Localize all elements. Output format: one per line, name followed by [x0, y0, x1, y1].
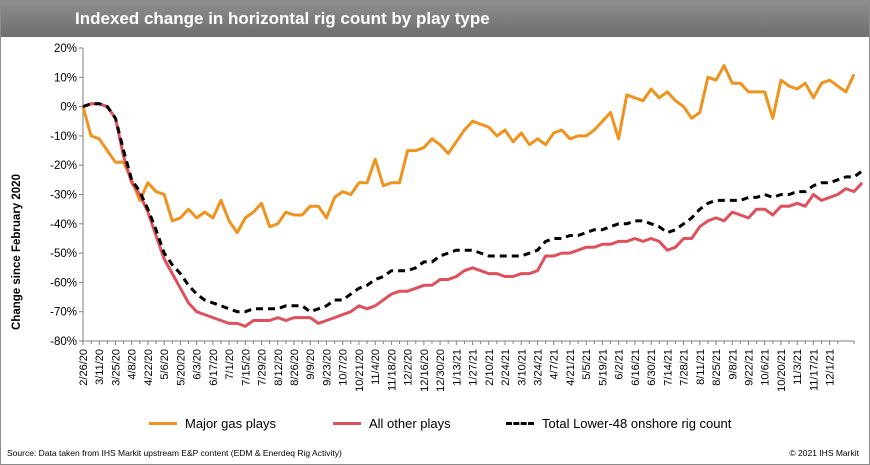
series-line-major-gas [81, 64, 856, 235]
y-tick-label: 10% [54, 72, 77, 84]
x-tick-label: 6/3/20 [192, 349, 204, 380]
x-tick-label: 6/17/20 [208, 349, 220, 386]
y-tick-label: 20% [54, 43, 77, 55]
x-tick-label: 4/7/21 [549, 349, 561, 380]
x-tick-label: 7/14/21 [662, 349, 674, 386]
legend-item-total: Total Lower-48 onshore rig count [506, 416, 731, 431]
x-tick-label: 10/6/21 [760, 349, 772, 386]
x-tick-label: 3/25/20 [110, 349, 122, 386]
y-tick-label: -40% [50, 219, 77, 231]
x-tick-label: 11/17/21 [808, 349, 820, 391]
x-tick-label: 5/5/21 [581, 349, 593, 380]
x-tick-label: 3/11/20 [94, 349, 106, 385]
series-line-all-other [82, 102, 864, 328]
legend-item-all-other: All other plays [333, 416, 451, 431]
copyright-note: © 2021 IHS Markit [789, 448, 859, 458]
x-tick-label: 2/26/20 [78, 349, 90, 386]
x-tick-label: 9/8/21 [727, 349, 739, 380]
x-tick-label: 12/2/20 [403, 349, 415, 386]
x-tick-label: 6/30/21 [646, 349, 658, 386]
legend-label-total: Total Lower-48 onshore rig count [542, 416, 732, 431]
x-tick-label: 11/4/20 [370, 349, 382, 385]
x-tick-label: 4/22/20 [143, 349, 155, 386]
x-tick-label: 3/10/21 [516, 349, 528, 386]
legend-swatch-all-other [333, 422, 361, 425]
x-tick-label: 5/19/21 [597, 349, 609, 386]
x-tick-label: 12/30/20 [435, 349, 447, 392]
x-tick-label: 9/23/20 [321, 349, 333, 386]
x-tick-label: 5/6/20 [159, 349, 171, 380]
chart-title: Indexed change in horizontal rig count b… [75, 9, 490, 28]
x-tick-label: 10/21/20 [354, 349, 366, 392]
x-tick-label: 8/26/20 [289, 349, 301, 386]
x-tick-label: 6/16/21 [630, 349, 642, 386]
plot-area: 20% 10% 0% -10% -20% -30% -40% -50% -60% -70% -80%… [50, 43, 864, 392]
x-tick-label: 9/9/20 [305, 349, 317, 380]
x-tick-label: 11/3/21 [792, 349, 804, 385]
x-tick-label: 5/20/20 [175, 349, 187, 386]
y-tick-label: -10% [50, 131, 77, 143]
x-tick-label: 10/20/21 [776, 349, 788, 392]
x-tick-label: 11/18/20 [386, 349, 398, 391]
x-tick-label: 10/7/20 [338, 349, 350, 386]
title-bar: Indexed change in horizontal rig count b… [1, 1, 869, 37]
legend-swatch-total [506, 422, 534, 425]
x-tick-label: 3/24/21 [532, 349, 544, 386]
y-tick-label: -20% [50, 160, 77, 172]
x-tick-label: 2/10/21 [484, 349, 496, 386]
x-tick-label: 8/25/21 [711, 349, 723, 386]
x-tick-label: 6/2/21 [614, 349, 626, 380]
y-tick-label: 0% [60, 102, 77, 114]
legend-item-major-gas: Major gas plays [149, 416, 276, 431]
x-tick-label: 4/8/20 [127, 349, 139, 380]
x-tick-label: 4/21/21 [565, 349, 577, 386]
x-tick-label: 12/16/20 [419, 349, 431, 392]
x-tick-label: 8/11/21 [695, 349, 707, 385]
x-tick-label: 12/1/21 [825, 349, 837, 386]
x-tick-label: 8/12/20 [273, 349, 285, 386]
legend: Major gas plays All other plays Total Lo… [1, 416, 869, 436]
x-tick-label: 9/22/21 [743, 349, 755, 386]
x-tick-label: 7/15/20 [240, 349, 252, 386]
x-tick-label: 7/29/20 [257, 349, 269, 386]
x-tick-label: 7/28/21 [679, 349, 691, 386]
source-note: Source: Data taken from IHS Markit upstr… [7, 448, 342, 458]
y-tick-label: -80% [50, 336, 77, 348]
legend-label-all-other: All other plays [369, 416, 451, 431]
series-line-total [82, 102, 863, 314]
y-tick-label: -50% [50, 248, 77, 260]
legend-label-major-gas: Major gas plays [185, 416, 277, 431]
x-tick-label: 1/13/21 [451, 349, 463, 386]
y-tick-label: -30% [50, 190, 77, 202]
x-tick-label: 7/1/20 [224, 349, 236, 380]
y-tick-label: -60% [50, 277, 77, 289]
y-tick-label: -70% [50, 307, 77, 319]
legend-swatch-major-gas [149, 422, 177, 425]
x-tick-label: 2/24/21 [500, 349, 512, 386]
x-tick-label: 1/27/21 [468, 349, 480, 386]
